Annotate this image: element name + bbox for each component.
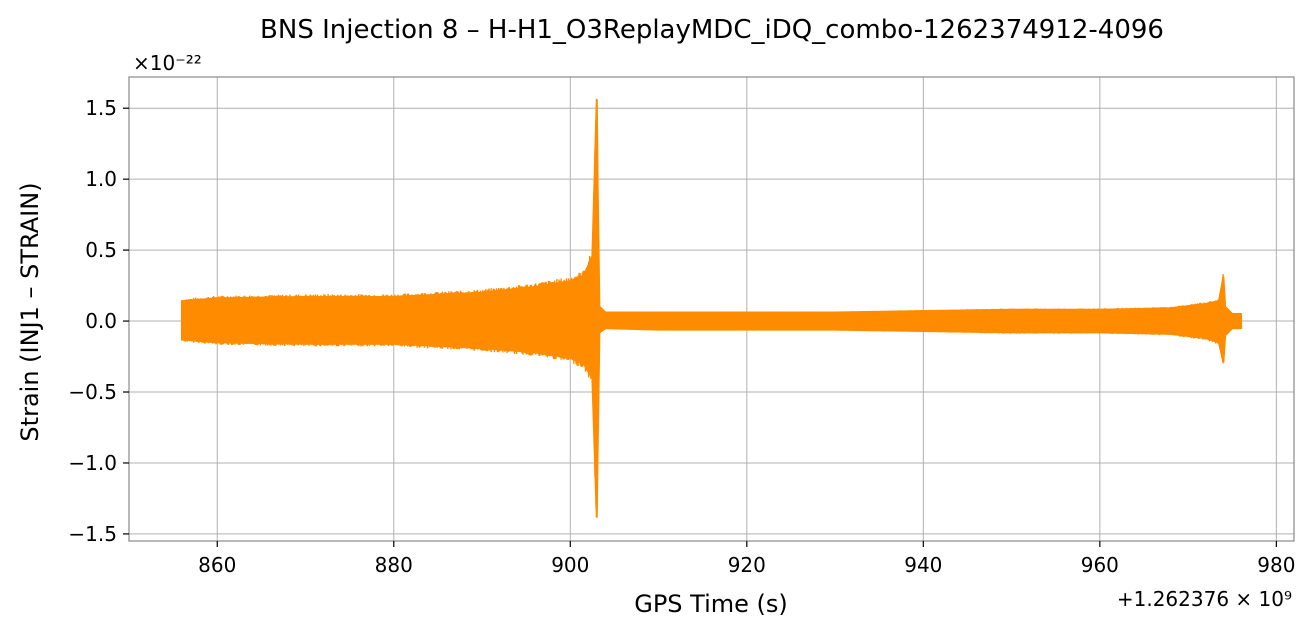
ticks: 860 880 900 920 940 960 980 −1.5 −1.0 −0.5 0.0 0.5 1…: [68, 96, 1295, 577]
x-tick-label: 880: [375, 553, 413, 577]
y-tick-label: 1.0: [85, 167, 117, 191]
x-tick-label: 900: [551, 553, 589, 577]
x-tick-label: 980: [1257, 553, 1295, 577]
y-tick-label: 0.0: [85, 309, 117, 333]
axes-frame: [128, 76, 1295, 542]
x-tick-label: 940: [904, 553, 942, 577]
strain-trace: [181, 115, 1241, 508]
y-tick-label: −1.5: [68, 522, 117, 546]
plot-area: [180, 98, 1243, 518]
x-offset-label: +1.262376 × 10⁹: [1117, 587, 1292, 611]
y-axis-label: Strain (INJ1 – STRAIN): [16, 182, 44, 441]
y-tick-label: 1.5: [85, 96, 117, 120]
y-tick-label: 0.5: [85, 238, 117, 262]
y-scale-label: ×10⁻²²: [133, 51, 202, 75]
x-tick-label: 920: [728, 553, 766, 577]
y-tick-label: −0.5: [68, 380, 117, 404]
chart-title: BNS Injection 8 – H-H1_O3ReplayMDC_iDQ_c…: [260, 15, 1164, 45]
y-tick-label: −1.0: [68, 451, 117, 475]
x-axis-label: GPS Time (s): [634, 590, 788, 618]
x-tick-label: 960: [1081, 553, 1119, 577]
x-tick-label: 860: [198, 553, 236, 577]
